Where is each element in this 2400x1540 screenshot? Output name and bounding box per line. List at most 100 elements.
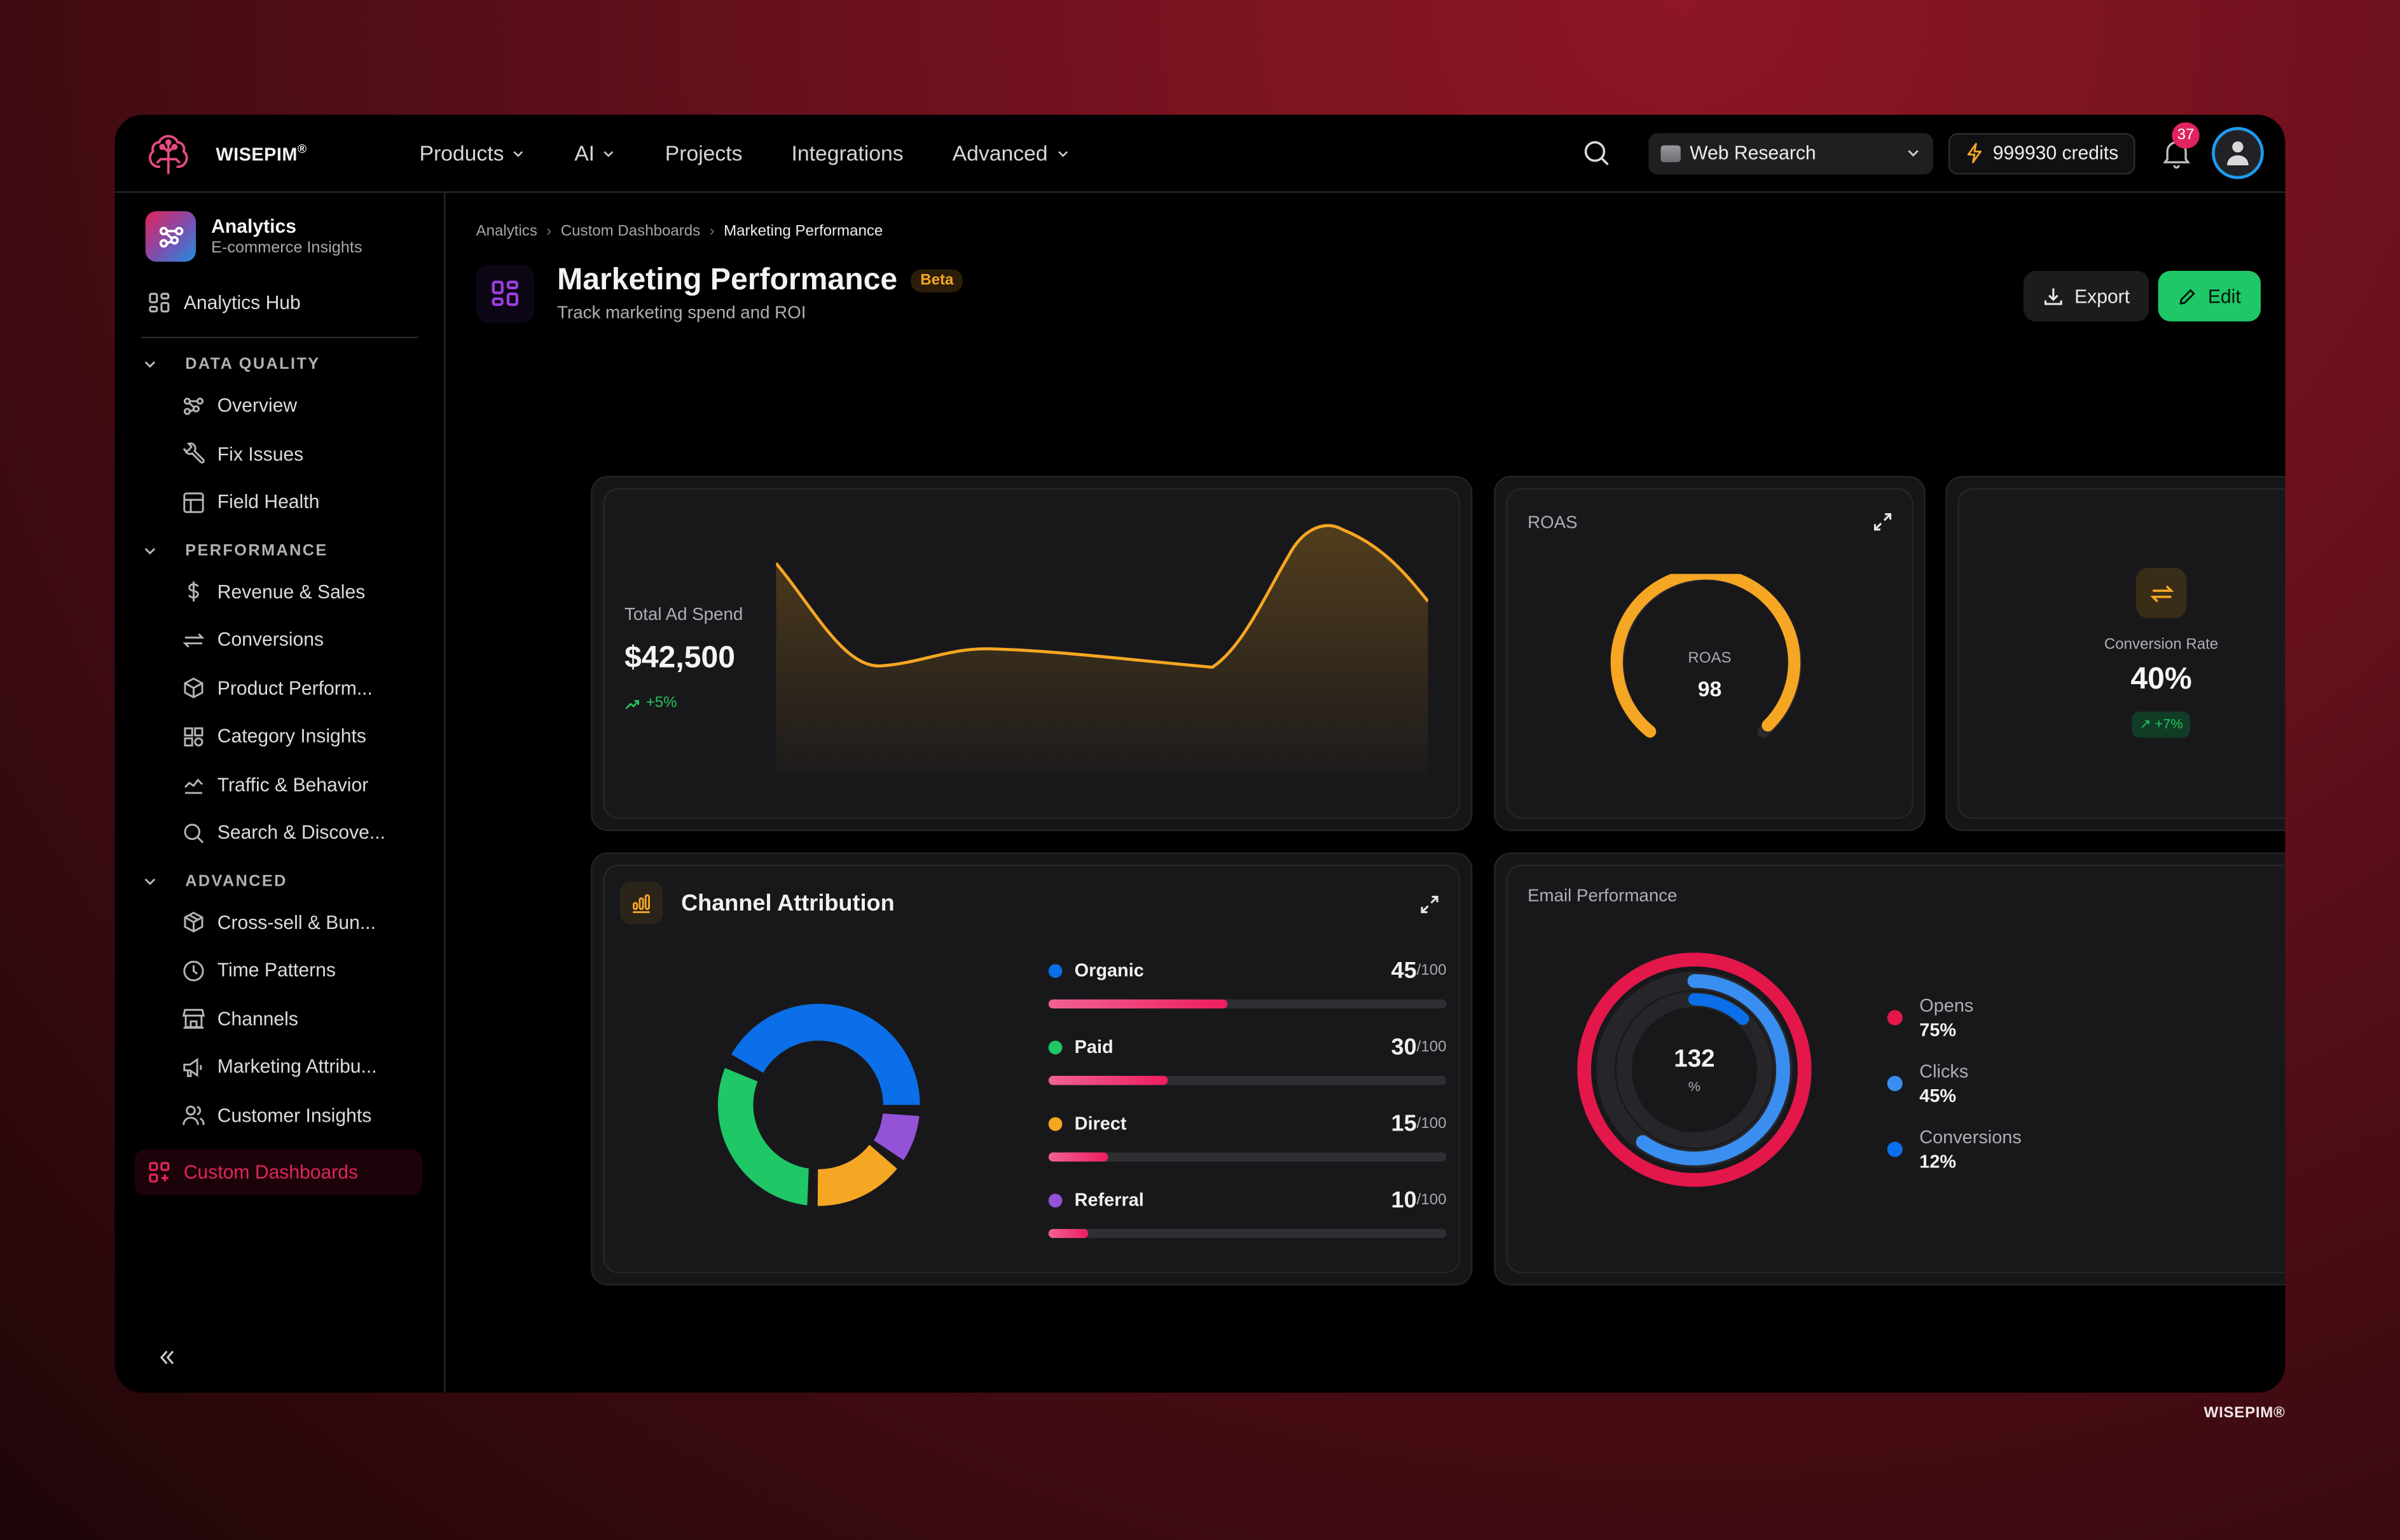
sidebar-item-conversions[interactable]: Conversions: [115, 616, 444, 664]
channel-row-paid: Paid 30/100: [1048, 1031, 1447, 1085]
dashboard-icon: [476, 264, 535, 322]
sidebar-item-search-discovery[interactable]: Search & Discove...: [115, 809, 444, 857]
collapse-sidebar-icon[interactable]: [156, 1347, 178, 1368]
sidebar-item-label: Time Patterns: [217, 959, 336, 982]
ad-spend-card: Total Ad Spend $42,500 +5%: [591, 476, 1473, 831]
arrows-exchange-icon: [181, 628, 205, 652]
ad-spend-label: Total Ad Spend: [624, 606, 743, 625]
breadcrumb: Analytics › Custom Dashboards › Marketin…: [476, 223, 883, 240]
download-icon: [2045, 288, 2063, 305]
channel-attribution-card: Channel Attribution Organic 45/100: [591, 852, 1473, 1286]
sidebar-item-overview[interactable]: Overview: [115, 382, 444, 430]
export-button[interactable]: Export: [2024, 271, 2150, 322]
grid-icon: [147, 291, 172, 315]
app-subtitle: E-commerce Insights: [211, 238, 362, 258]
sidebar-item-revenue-sales[interactable]: Revenue & Sales: [115, 568, 444, 616]
app-title: Analytics: [211, 216, 296, 238]
expand-icon[interactable]: [1419, 894, 1440, 916]
chevron-down-icon: [144, 361, 156, 368]
ad-spend-delta: +5%: [624, 695, 743, 712]
section-performance[interactable]: PERFORMANCE: [115, 533, 444, 568]
sidebar-item-label: Customer Insights: [217, 1104, 372, 1126]
channel-row-organic: Organic 45/100: [1048, 955, 1447, 1009]
conversion-label: Conversion Rate: [2104, 636, 2219, 654]
email-performance-title: Email Performance: [1528, 888, 1678, 906]
roas-gauge: [1610, 574, 1802, 738]
megaphone-icon: [181, 1055, 205, 1080]
sidebar-item-label: Channels: [217, 1008, 298, 1030]
breadcrumb-custom-dashboards[interactable]: Custom Dashboards: [560, 223, 701, 240]
legend-dot: [1887, 1141, 1903, 1157]
sidebar-item-custom-dashboards[interactable]: Custom Dashboards: [134, 1148, 423, 1195]
ad-spend-area-chart: [776, 524, 1428, 774]
nav-ai[interactable]: AI: [574, 141, 616, 165]
legend-clicks: Clicks 45%: [1887, 1061, 1968, 1106]
section-advanced[interactable]: ADVANCED: [115, 863, 444, 898]
credits-label: 999930 credits: [1992, 142, 2119, 164]
sidebar-item-fix-issues[interactable]: Fix Issues: [115, 430, 444, 478]
roas-card: ROAS ROAS 98: [1494, 476, 1926, 831]
sidebar-item-product-performance[interactable]: Product Perform...: [115, 664, 444, 713]
sidebar-divider: [141, 336, 418, 338]
email-center-unit: %: [1688, 1078, 1701, 1094]
nav-advanced[interactable]: Advanced: [953, 141, 1070, 165]
table-icon: [181, 490, 205, 515]
share-nodes-icon: [181, 394, 205, 418]
breadcrumb-current: Marketing Performance: [724, 223, 883, 240]
sidebar-item-channels[interactable]: Channels: [115, 994, 444, 1043]
breadcrumb-analytics[interactable]: Analytics: [476, 223, 537, 240]
cube-icon: [181, 676, 205, 701]
brand-logo[interactable]: WISEPIM®: [146, 130, 383, 176]
sidebar-item-label: Field Health: [217, 492, 320, 513]
sidebar-item-customer-insights[interactable]: Customer Insights: [115, 1091, 444, 1139]
section-title: PERFORMANCE: [185, 540, 328, 560]
project-select[interactable]: Web Research: [1648, 132, 1933, 174]
sidebar-item-marketing-attribution[interactable]: Marketing Attribu...: [115, 1043, 444, 1091]
sidebar-item-field-health[interactable]: Field Health: [115, 478, 444, 526]
chevron-right-icon: ›: [546, 223, 552, 240]
footer-brand: WISEPIM®: [2203, 1405, 2286, 1422]
notifications-button[interactable]: 37: [2160, 122, 2200, 170]
channel-donut-chart: [717, 1003, 920, 1206]
legend-dot: [1048, 1040, 1063, 1054]
roas-center-label: ROAS: [1688, 650, 1732, 668]
app-switcher[interactable]: Analytics E-commerce Insights: [115, 193, 444, 271]
sidebar-item-time-patterns[interactable]: Time Patterns: [115, 947, 444, 995]
credits-badge[interactable]: 999930 credits: [1948, 132, 2135, 174]
nav-projects[interactable]: Projects: [665, 141, 743, 165]
chevron-down-icon: [1058, 150, 1067, 156]
category-grid-icon: [181, 724, 205, 749]
nav-integrations[interactable]: Integrations: [791, 141, 904, 165]
sidebar-item-label: Cross-sell & Bun...: [217, 911, 376, 933]
legend-opens: Opens 75%: [1887, 994, 1973, 1041]
sidebar-item-label: Revenue & Sales: [217, 581, 366, 603]
sidebar-item-analytics-hub[interactable]: Analytics Hub: [115, 278, 444, 327]
channel-row-direct: Direct 15/100: [1048, 1108, 1447, 1162]
nav-products[interactable]: Products: [419, 141, 525, 165]
search-icon[interactable]: [1581, 138, 1611, 168]
sidebar-item-label: Search & Discove...: [217, 822, 385, 844]
dollar-icon: [181, 580, 205, 605]
share-nodes-icon: [145, 211, 197, 262]
sidebar-item-category-insights[interactable]: Category Insights: [115, 712, 444, 760]
page-subtitle: Track marketing spend and ROI: [557, 304, 806, 323]
wrench-icon: [181, 442, 205, 467]
expand-icon[interactable]: [1872, 511, 1894, 533]
chevron-down-icon: [604, 150, 614, 156]
folder-icon: [1660, 144, 1681, 162]
sidebar-item-label: Overview: [217, 395, 298, 417]
email-radial-chart: [1577, 952, 1812, 1187]
page-actions: Export Edit: [2024, 271, 2261, 322]
edit-button[interactable]: Edit: [2158, 271, 2261, 322]
top-nav: Products AI Projects Integrations Advanc…: [419, 141, 1118, 165]
sidebar-item-label: Analytics Hub: [183, 292, 301, 313]
user-avatar[interactable]: [2211, 127, 2264, 179]
sidebar-item-label: Fix Issues: [217, 443, 304, 465]
section-data-quality[interactable]: DATA QUALITY: [115, 347, 444, 382]
sidebar-item-cross-sell[interactable]: Cross-sell & Bun...: [115, 898, 444, 947]
sidebar-item-label: Conversions: [217, 629, 324, 651]
top-right-tools: Web Research 999930 credits 37: [1581, 115, 2285, 191]
legend-dot: [1887, 1076, 1903, 1092]
sidebar-item-traffic-behavior[interactable]: Traffic & Behavior: [115, 760, 444, 809]
